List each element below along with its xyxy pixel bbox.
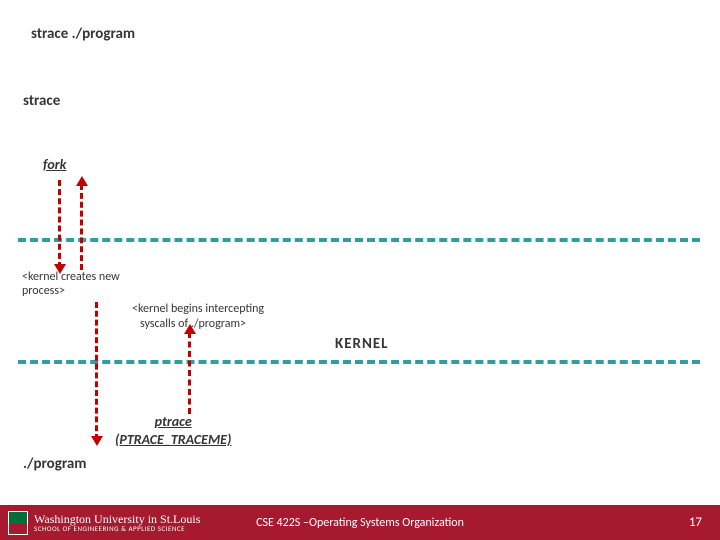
slide-footer: Washington University in St.Louis SCHOOL… xyxy=(0,505,720,540)
arrow-fork-up xyxy=(80,184,83,270)
process-strace: strace xyxy=(23,92,60,110)
call-ptrace-line2: (PTRACE_TRACEME) xyxy=(115,431,231,448)
footer-school: SCHOOL OF ENGINEERING & APPLIED SCIENCE xyxy=(34,525,200,532)
arrow-fork-up-head xyxy=(76,176,88,186)
arrow-fork-down-head xyxy=(54,264,66,274)
call-ptrace: ptrace (PTRACE_TRACEME) xyxy=(115,413,231,448)
note-kernel-intercepts: <kernel begins intercepting syscalls of … xyxy=(132,302,264,332)
note-intercept-line1: <kernel begins intercepting xyxy=(132,302,264,316)
university-shield-icon xyxy=(8,511,28,535)
process-program: ./program xyxy=(23,455,86,473)
footer-logo-text: Washington University in St.Louis SCHOOL… xyxy=(34,513,200,532)
arrow-ptrace-up xyxy=(188,332,191,414)
kernel-region-label: KERNEL xyxy=(335,335,389,353)
call-ptrace-line1: ptrace xyxy=(155,413,192,430)
arrow-ptrace-up-head xyxy=(184,324,196,334)
footer-logo: Washington University in St.Louis SCHOOL… xyxy=(8,511,200,535)
arrow-to-program xyxy=(95,302,98,440)
kernel-boundary-top xyxy=(18,238,700,242)
kernel-boundary-bottom xyxy=(18,360,700,364)
note-kernel-creates: <kernel creates new process> xyxy=(22,271,132,299)
title-command: strace ./program xyxy=(31,25,135,43)
footer-course: CSE 422S –Operating Systems Organization xyxy=(256,516,464,530)
footer-page-number: 17 xyxy=(689,515,702,530)
arrow-fork-down xyxy=(58,180,61,268)
arrow-to-program-head xyxy=(91,436,103,446)
call-fork: fork xyxy=(43,156,66,173)
